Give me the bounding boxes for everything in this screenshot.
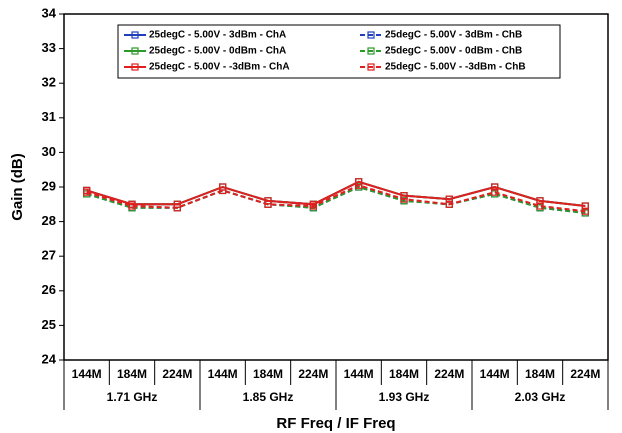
legend-label: 25degC - 5.00V - -3dBm - ChB [385,62,526,73]
legend-marker [131,31,139,39]
legend-marker [367,63,375,71]
x-tick-label: 184M [117,367,147,381]
marker [445,195,453,203]
x-tick-label: 144M [344,367,374,381]
marker [536,202,544,210]
marker [536,197,544,205]
x-tick-label: 224M [298,367,328,381]
series-line [86,180,586,208]
series-line [86,184,586,213]
marker [355,181,363,189]
x-tick-label: 144M [72,367,102,381]
y-tick-label: 25 [42,317,56,332]
y-axis-title: Gain (dB) [9,153,26,221]
y-tick-label: 32 [42,75,56,90]
legend-label: 25degC - 5.00V - 0dBm - ChB [385,46,522,57]
series [83,178,589,210]
marker [219,186,227,195]
group-label: 1.93 GHz [379,390,430,404]
legend-marker [131,63,139,71]
y-tick-label: 24 [42,351,57,366]
legend-label: 25degC - 5.00V - -3dBm - ChA [149,62,290,73]
legend-label: 25degC - 5.00V - 3dBm - ChA [149,30,286,41]
y-tick-label: 31 [42,109,56,124]
marker [581,202,589,210]
x-tick-label: 144M [208,367,238,381]
series [83,183,589,217]
marker [491,183,499,191]
legend-box [117,24,561,79]
x-tick-label: 144M [480,367,510,381]
marker [173,204,181,212]
x-axis-title: RF Freq / IF Freq [276,415,395,432]
marker [83,188,91,196]
legend: 25degC - 5.00V - 3dBm - ChA 25degC - 5.00… [117,24,561,79]
y-tick-label: 34 [42,5,57,20]
marker [264,200,272,208]
legend-marker [131,47,139,55]
marker [491,188,499,196]
legend-label: 25degC - 5.00V - 3dBm - ChB [385,30,522,41]
x-tick-label: 224M [434,367,464,381]
y-tick-label: 28 [42,213,56,228]
group-label: 1.85 GHz [243,390,294,404]
y-tick-label: 30 [42,144,56,159]
group-label: 2.03 GHz [515,390,566,404]
x-tick-label: 224M [570,367,600,381]
marker [128,202,136,210]
marker [581,207,589,215]
marker [445,200,453,208]
marker [400,195,408,203]
x-tick-label: 184M [525,367,555,381]
y-tick-label: 33 [42,40,56,55]
marker [309,202,317,210]
legend-marker [367,47,375,55]
x-tick-label: 224M [162,367,192,381]
group-label: 1.71 GHz [107,390,158,404]
y-tick-label: 26 [42,282,56,297]
y-tick-label: 27 [42,248,56,263]
legend-label: 25degC - 5.00V - 0dBm - ChA [149,46,286,57]
y-tick-label: 29 [42,178,56,193]
x-tick-label: 184M [253,367,283,381]
x-tick-label: 184M [389,367,419,381]
legend-marker [367,31,375,39]
series-line [86,185,586,214]
series [83,181,589,215]
